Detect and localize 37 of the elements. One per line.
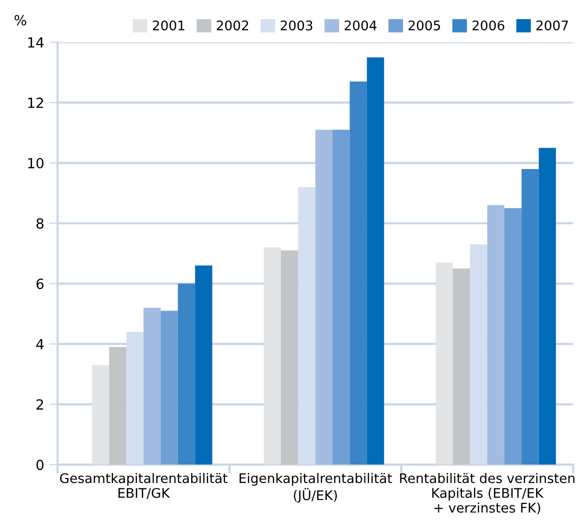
bar — [436, 262, 453, 465]
legend-label: 2006 — [472, 20, 504, 30]
legend-label: 2005 — [408, 20, 440, 30]
y-tick-label: 10 — [28, 158, 44, 168]
y-tick-label: 2 — [36, 399, 44, 410]
bar — [522, 168, 539, 465]
x-tick-label: Gesamtkapitalrentabilität EBIT/GK — [60, 472, 228, 499]
x-tick-label: Eigenkapitalrentabilität (JÜ/EK) — [240, 472, 392, 503]
bar — [315, 130, 333, 465]
bar — [332, 130, 350, 465]
legend-label: 2007 — [536, 20, 568, 30]
y-tick-label: 6 — [36, 278, 44, 290]
bar — [280, 250, 298, 465]
bar — [538, 148, 556, 465]
bar — [264, 247, 281, 465]
bar — [350, 81, 367, 465]
bar — [109, 346, 126, 465]
legend-label: 2002 — [216, 20, 248, 30]
bar — [487, 205, 504, 465]
bar — [144, 308, 161, 465]
bar — [452, 268, 470, 465]
x-tick-label: Rentabilität des verzinsten Kapitals (EBIT/EK + verzinstes FK) — [400, 472, 574, 514]
bar — [366, 57, 384, 465]
y-tick-label: 0 — [36, 460, 44, 470]
y-axis-title: % — [14, 15, 26, 26]
legend-label: 2001 — [152, 20, 184, 30]
bar — [195, 266, 212, 465]
bar — [504, 208, 522, 465]
bar — [160, 310, 178, 465]
legend-label: 2004 — [344, 20, 377, 30]
y-tick-label: 12 — [28, 98, 44, 108]
bar — [178, 284, 196, 465]
y-tick-label: 14 — [28, 37, 44, 48]
legend-label: 2003 — [280, 20, 312, 30]
y-tick-label: 4 — [36, 339, 44, 350]
bar — [92, 365, 110, 465]
y-tick-label: 8 — [36, 218, 44, 229]
